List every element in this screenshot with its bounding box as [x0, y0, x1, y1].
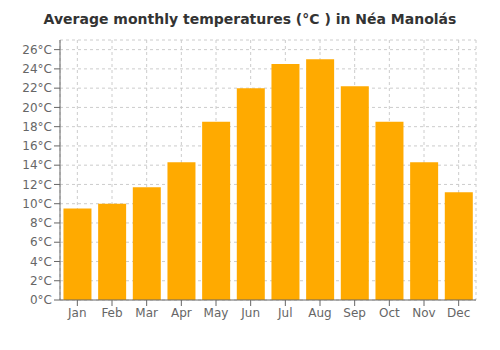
svg-text:8°C: 8°C [30, 216, 52, 230]
svg-text:24°C: 24°C [22, 62, 52, 76]
svg-text:Feb: Feb [101, 306, 122, 320]
svg-text:14°C: 14°C [22, 158, 52, 172]
svg-text:16°C: 16°C [22, 139, 52, 153]
svg-text:6°C: 6°C [30, 235, 52, 249]
svg-text:22°C: 22°C [22, 81, 52, 95]
svg-text:2°C: 2°C [30, 274, 52, 288]
svg-text:Jun: Jun [240, 306, 260, 320]
svg-text:Oct: Oct [379, 306, 400, 320]
svg-text:May: May [204, 306, 229, 320]
svg-text:10°C: 10°C [22, 197, 52, 211]
svg-text:Aug: Aug [308, 306, 331, 320]
svg-text:20°C: 20°C [22, 101, 52, 115]
svg-text:18°C: 18°C [22, 120, 52, 134]
svg-text:Nov: Nov [412, 306, 435, 320]
html-text:Average monthly temperatures (: Average monthly temperatures (°C ) in Né… [43, 11, 457, 27]
svg-text:Jul: Jul [277, 306, 292, 320]
svg-text:Mar: Mar [135, 306, 158, 320]
svg-text:Dec: Dec [447, 306, 470, 320]
svg-text:12°C: 12°C [22, 178, 52, 192]
svg-text:Sep: Sep [343, 306, 366, 320]
svg-text:0°C: 0°C [30, 293, 52, 307]
svg-text:Apr: Apr [171, 306, 192, 320]
svg-text:26°C: 26°C [22, 43, 52, 57]
svg-text:Jan: Jan [67, 306, 87, 320]
svg-text:4°C: 4°C [30, 255, 52, 269]
